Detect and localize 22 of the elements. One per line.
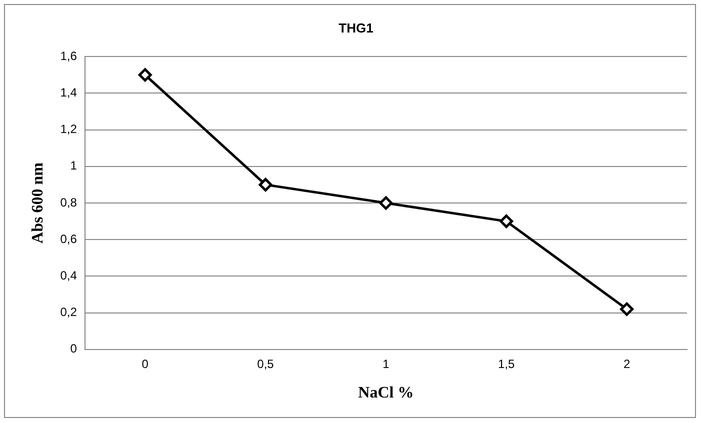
y-tick-label: 0,2 bbox=[60, 305, 78, 320]
point bbox=[500, 214, 514, 228]
x-tick-label: 2 bbox=[623, 356, 630, 371]
chart-title: THG1 bbox=[338, 20, 374, 36]
point bbox=[138, 68, 152, 82]
point bbox=[620, 302, 634, 316]
y-tick-label: 1 bbox=[70, 158, 78, 173]
x-axis-title: NaCl % bbox=[358, 384, 414, 402]
x-tick-label: 0 bbox=[142, 356, 149, 371]
point bbox=[258, 178, 272, 192]
y-tick-label: 0,4 bbox=[60, 268, 78, 283]
y-tick-label: 0,6 bbox=[60, 232, 78, 246]
x-tick-label: 1 bbox=[382, 356, 390, 371]
x-tick-label: 0,5 bbox=[257, 356, 274, 371]
x-tick-label: 1,5 bbox=[498, 356, 516, 371]
y-tick-label: 1,2 bbox=[60, 122, 78, 136]
y-tick-label: 1,6 bbox=[60, 48, 78, 63]
point bbox=[379, 196, 393, 210]
y-tick-label: 0,8 bbox=[60, 195, 78, 210]
y-tick-label: 1,4 bbox=[60, 86, 78, 100]
y-tick-label: 0 bbox=[70, 342, 78, 356]
y-axis-title: Abs 600 nm bbox=[30, 162, 47, 244]
